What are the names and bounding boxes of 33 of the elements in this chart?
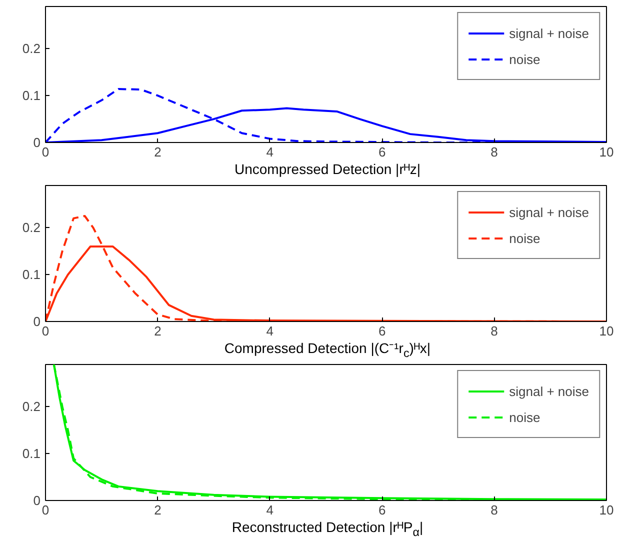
legend-label: signal + noise <box>509 384 589 398</box>
x-tick-label: 2 <box>154 502 162 518</box>
x-axis-title: Reconstructed Detection |rᴴP$_{α}$| <box>230 518 424 541</box>
y-tick-label: 0.1 <box>22 267 41 282</box>
x-tick-label: 10 <box>599 144 614 160</box>
x-tick-label: 2 <box>154 144 162 160</box>
y-tick-label: 0.2 <box>22 399 41 414</box>
legend-label: signal + noise <box>509 26 589 40</box>
y-tick-label: 0.2 <box>22 220 41 236</box>
legend-label: noise <box>509 230 540 246</box>
x-tick-label: 8 <box>490 502 498 518</box>
x-tick-label: 8 <box>490 324 498 338</box>
legend-label: signal + noise <box>509 204 589 220</box>
x-axis-title: Compressed Detection |(C⁻¹r$_{c}$)ᴴx| <box>223 339 432 362</box>
x-axis-title: Uncompressed Detection |rᴴz| <box>233 160 422 179</box>
x-tick-label: 10 <box>599 502 614 518</box>
x-tick-label: 10 <box>599 324 614 338</box>
x-tick-label: 4 <box>266 324 274 338</box>
x-tick-label: 2 <box>154 324 162 338</box>
x-tick-label: 4 <box>266 502 274 518</box>
x-tick-label: 6 <box>378 502 386 518</box>
x-tick-label: 6 <box>378 324 386 338</box>
y-tick-label: 0 <box>33 493 41 508</box>
y-tick-label: 0.1 <box>22 88 41 104</box>
x-tick-label: 4 <box>266 144 274 160</box>
x-tick-label: 8 <box>490 144 498 160</box>
y-tick-label: 0.2 <box>22 41 41 56</box>
legend-label: noise <box>509 410 540 424</box>
y-tick-label: 0.1 <box>22 446 41 462</box>
x-tick-label: 6 <box>378 144 386 160</box>
y-tick-label: 0 <box>33 314 41 329</box>
legend-label: noise <box>509 52 540 66</box>
y-tick-label: 0 <box>33 135 41 150</box>
